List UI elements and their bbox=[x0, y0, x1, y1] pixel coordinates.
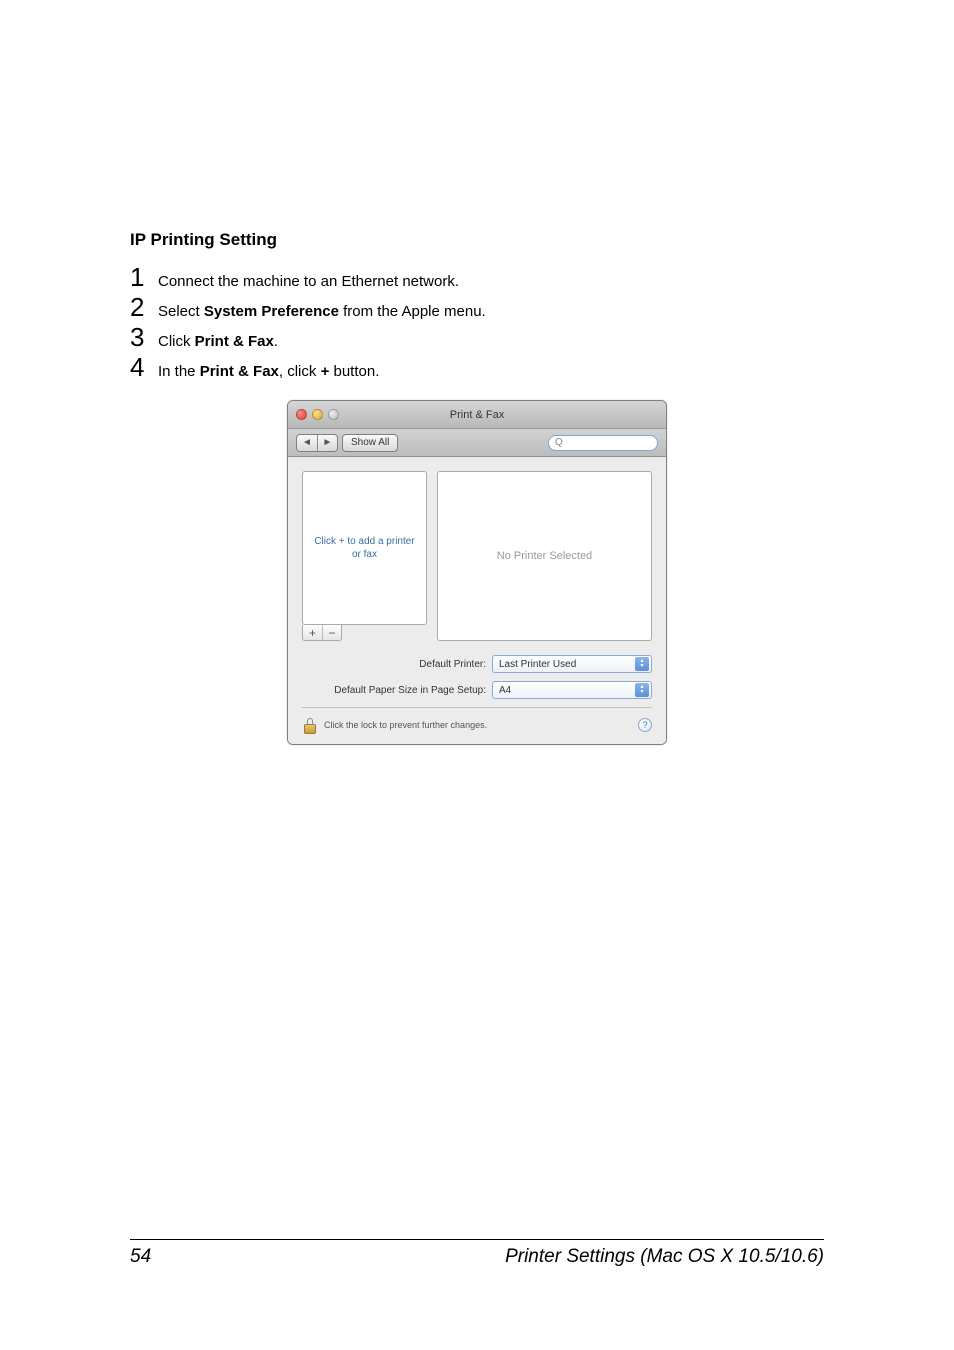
default-printer-value: Last Printer Used bbox=[499, 659, 576, 670]
default-printer-select[interactable]: Last Printer Used ▴▾ bbox=[492, 655, 652, 673]
step-text-bold: Print & Fax bbox=[195, 333, 274, 350]
chevron-updown-icon: ▴▾ bbox=[635, 683, 649, 697]
step4-b2: + bbox=[321, 363, 330, 380]
step-text: Connect the machine to an Ethernet netwo… bbox=[158, 267, 459, 292]
step-text-post: . bbox=[274, 333, 278, 350]
zoom-icon[interactable] bbox=[328, 409, 339, 420]
lock-icon[interactable] bbox=[302, 716, 318, 734]
step-number: 4 bbox=[130, 354, 158, 380]
step4-post: button. bbox=[329, 363, 379, 380]
window-content: Click + to add a printer or fax + − No P… bbox=[288, 457, 666, 744]
step-text: Click Print & Fax. bbox=[158, 327, 278, 352]
print-fax-window: Print & Fax ◄ ► Show All Q Click + to ad… bbox=[287, 400, 667, 745]
window-titlebar: Print & Fax bbox=[288, 401, 666, 429]
paper-size-row: Default Paper Size in Page Setup: A4 ▴▾ bbox=[302, 681, 652, 699]
step-number: 1 bbox=[130, 264, 158, 290]
step-4: 4 In the Print & Fax, click + button. bbox=[130, 354, 824, 382]
window-toolbar: ◄ ► Show All Q bbox=[288, 429, 666, 457]
step-1: 1 Connect the machine to an Ethernet net… bbox=[130, 264, 824, 292]
step-text-bold: System Preference bbox=[204, 303, 339, 320]
lock-text: Click the lock to prevent further change… bbox=[324, 720, 487, 730]
plus-minus-segment: + − bbox=[302, 625, 342, 641]
paper-size-label: Default Paper Size in Page Setup: bbox=[334, 685, 486, 696]
section-heading: IP Printing Setting bbox=[130, 230, 824, 250]
show-all-button[interactable]: Show All bbox=[342, 434, 398, 452]
minimize-icon[interactable] bbox=[312, 409, 323, 420]
step-text-pre: Select bbox=[158, 303, 204, 320]
default-printer-label: Default Printer: bbox=[419, 659, 486, 670]
remove-printer-button[interactable]: − bbox=[322, 625, 341, 640]
step4-pre: In the bbox=[158, 363, 200, 380]
step-text-pre: Click bbox=[158, 333, 195, 350]
step4-mid: , click bbox=[279, 363, 321, 380]
step-text: Select System Preference from the Apple … bbox=[158, 297, 486, 322]
printer-detail-panel: No Printer Selected bbox=[437, 471, 652, 641]
forward-button[interactable]: ► bbox=[317, 435, 337, 451]
chevron-updown-icon: ▴▾ bbox=[635, 657, 649, 671]
footer-title: Printer Settings (Mac OS X 10.5/10.6) bbox=[505, 1246, 824, 1268]
page-number: 54 bbox=[130, 1246, 151, 1268]
step-3: 3 Click Print & Fax. bbox=[130, 324, 824, 352]
paper-size-select[interactable]: A4 ▴▾ bbox=[492, 681, 652, 699]
traffic-lights bbox=[288, 409, 339, 420]
page-footer: 54 Printer Settings (Mac OS X 10.5/10.6) bbox=[130, 1239, 824, 1268]
back-button[interactable]: ◄ bbox=[297, 435, 317, 451]
nav-segment: ◄ ► bbox=[296, 434, 338, 452]
close-icon[interactable] bbox=[296, 409, 307, 420]
search-input[interactable]: Q bbox=[548, 435, 658, 451]
help-icon[interactable]: ? bbox=[638, 718, 652, 732]
window-title: Print & Fax bbox=[288, 409, 666, 421]
step-text: In the Print & Fax, click + button. bbox=[158, 357, 379, 382]
step-2: 2 Select System Preference from the Appl… bbox=[130, 294, 824, 322]
paper-size-value: A4 bbox=[499, 685, 511, 696]
step-text-post: from the Apple menu. bbox=[339, 303, 486, 320]
add-printer-button[interactable]: + bbox=[303, 625, 322, 640]
step4-b1: Print & Fax bbox=[200, 363, 279, 380]
search-icon: Q bbox=[555, 437, 563, 448]
default-printer-row: Default Printer: Last Printer Used ▴▾ bbox=[302, 655, 652, 673]
lock-row: Click the lock to prevent further change… bbox=[302, 707, 652, 734]
printer-list: Click + to add a printer or fax bbox=[302, 471, 427, 625]
step-number: 3 bbox=[130, 324, 158, 350]
step-number: 2 bbox=[130, 294, 158, 320]
